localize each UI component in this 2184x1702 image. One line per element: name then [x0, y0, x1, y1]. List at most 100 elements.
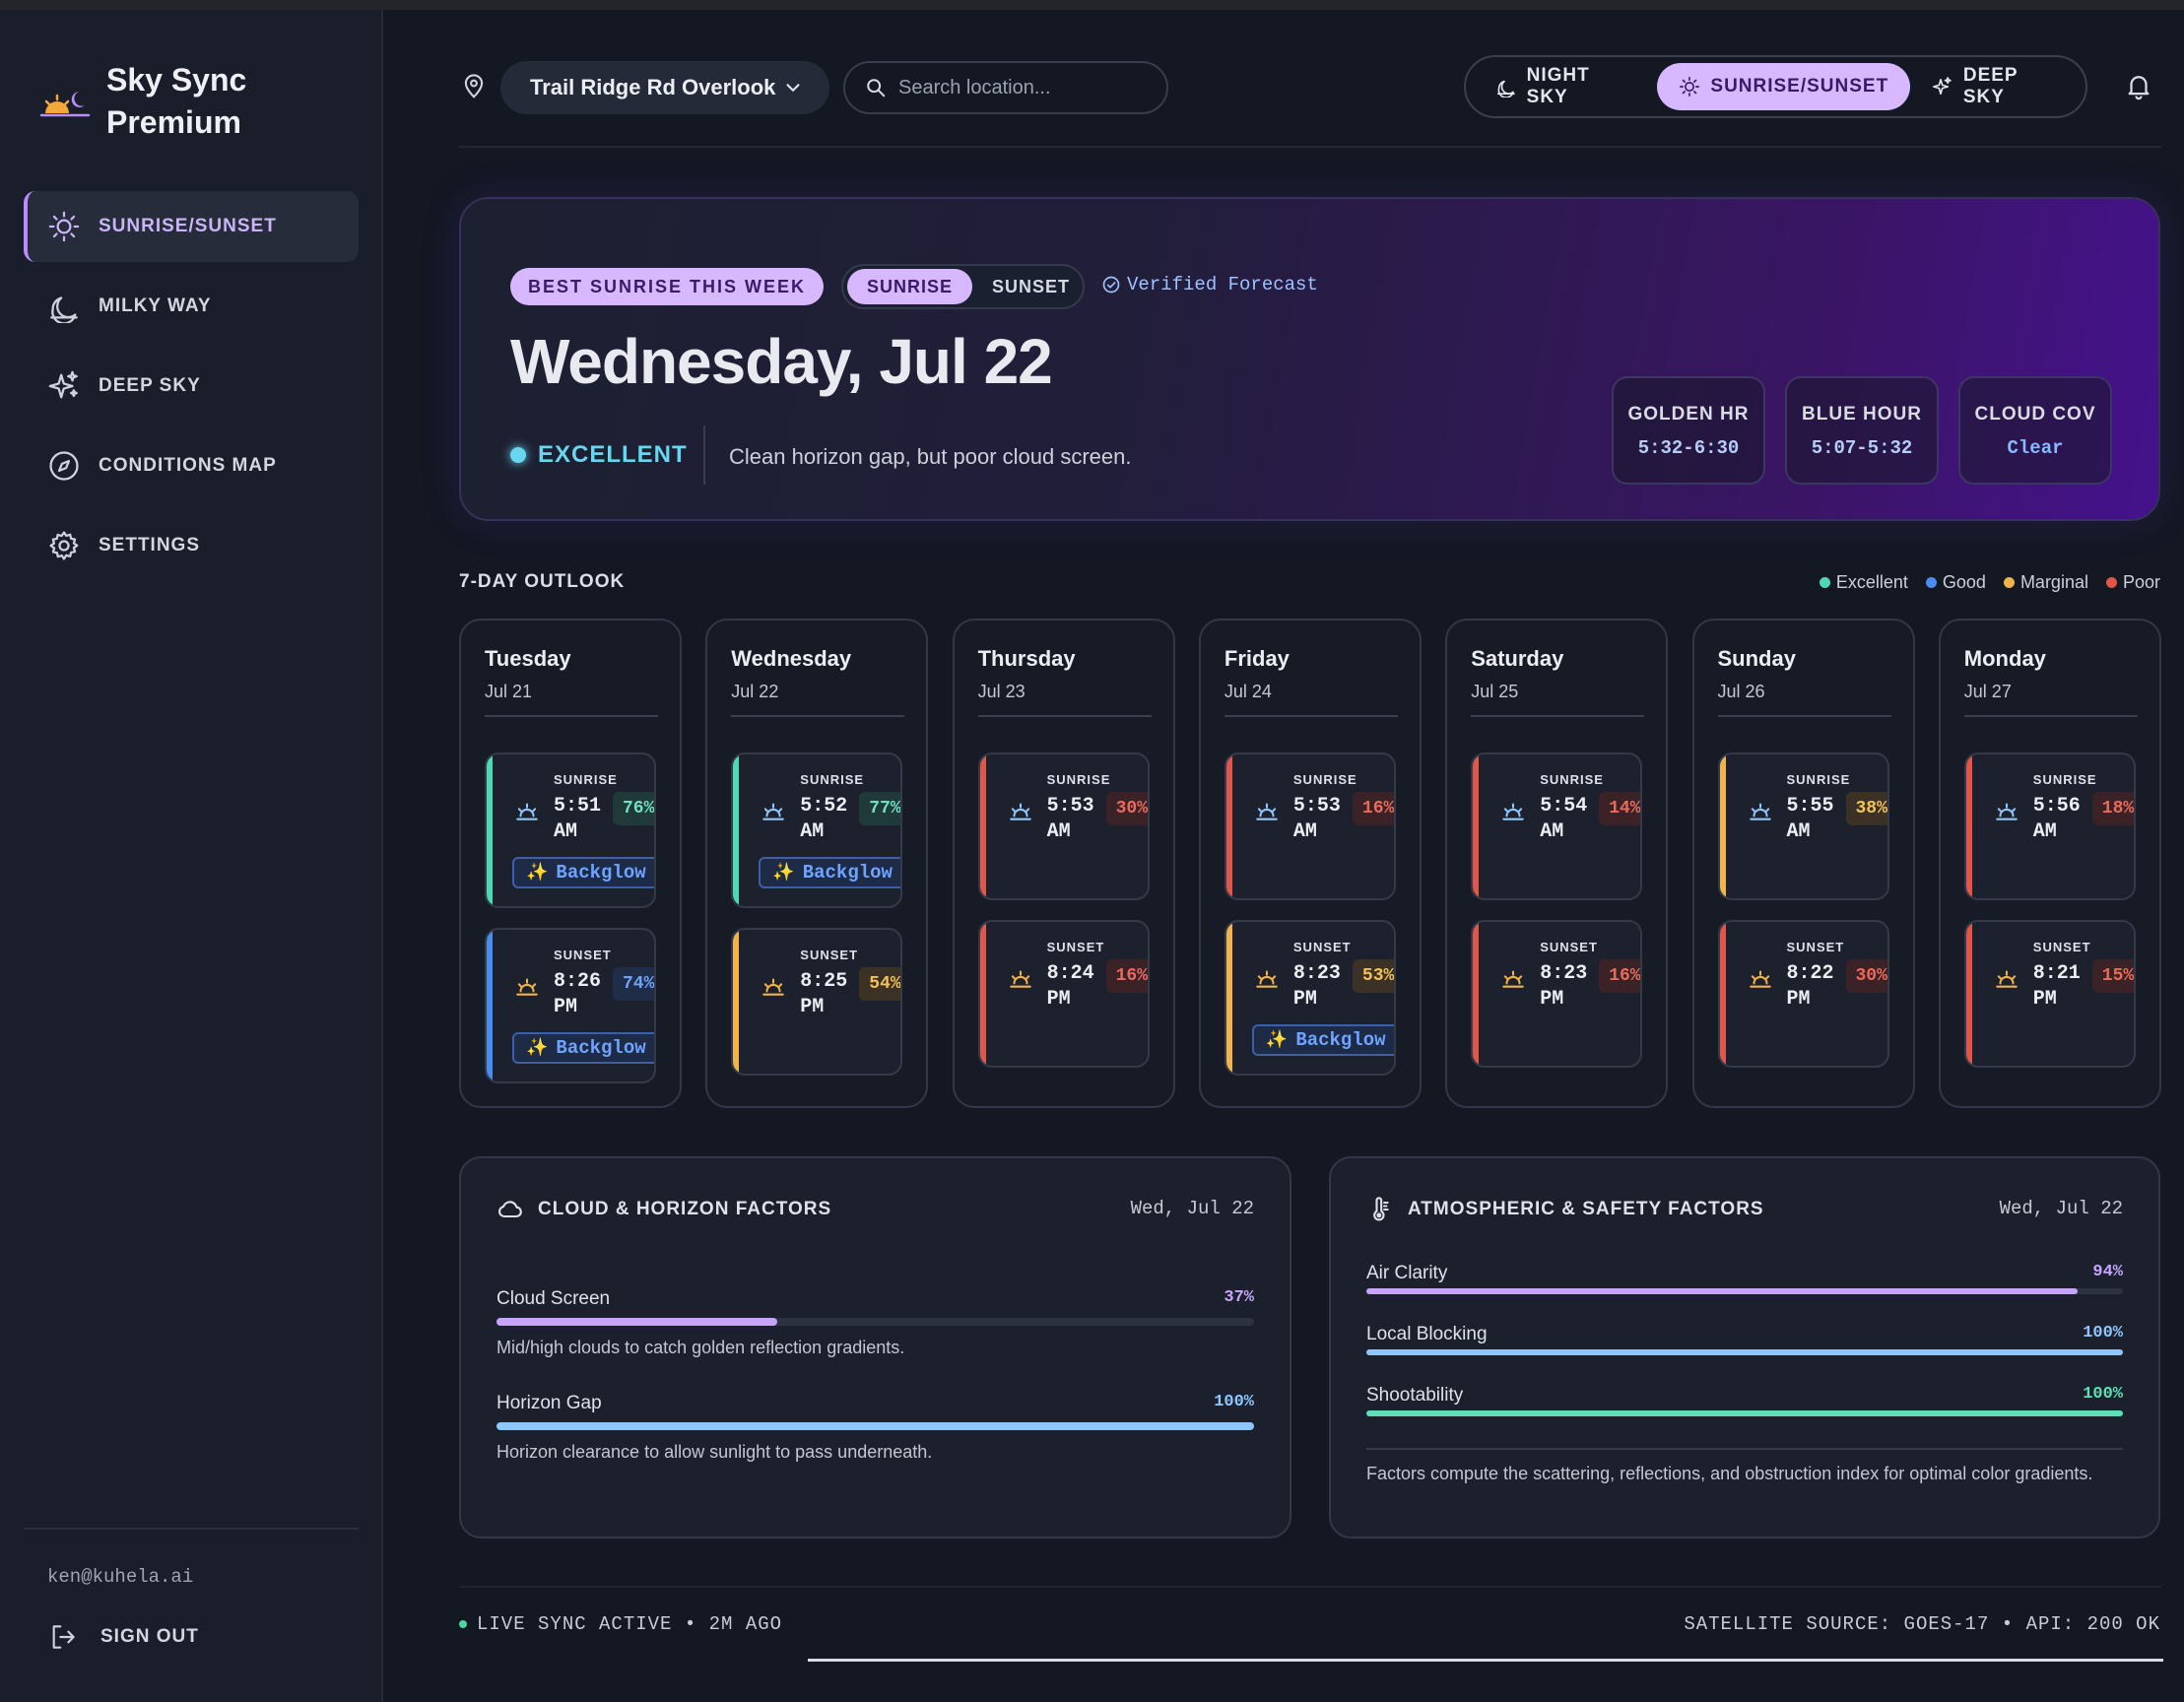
quality-percent: 76%: [613, 792, 654, 825]
mode-night-sky-button[interactable]: NIGHT SKY: [1474, 63, 1657, 110]
metric-fill: [496, 1318, 777, 1326]
day-card-monday[interactable]: Monday Jul 27 SUNRISE 5:56 AM 18% SUNSET 8:21 PM…: [1938, 619, 2161, 1108]
sunrise-event-card[interactable]: SUNRISE 5:55 AM 38%: [1717, 753, 1889, 900]
sunset-icon: [1748, 965, 1773, 991]
search-input[interactable]: [898, 76, 1135, 99]
event-type: SUNSET: [1786, 940, 1845, 954]
sunset-moon-logo-icon: [39, 92, 91, 117]
sign-out-label: SIGN OUT: [100, 1626, 199, 1647]
day-card-saturday[interactable]: Saturday Jul 25 SUNRISE 5:54 AM 14% SUNSET 8:23…: [1445, 619, 1669, 1108]
map-pin-icon: [464, 74, 484, 98]
toggle-sunset[interactable]: SUNSET: [992, 276, 1071, 296]
stat-golden-hour: GOLDEN HR 5:32-6:30: [1612, 376, 1765, 485]
best-sunrise-badge: BEST SUNRISE THIS WEEK: [510, 268, 825, 305]
day-name: Saturday: [1471, 646, 1564, 671]
event-type: SUNRISE: [2032, 772, 2097, 787]
event-time: 8:21 PM: [2032, 962, 2081, 1011]
sunset-event-card[interactable]: SUNSET 8:22 PM 30%: [1717, 920, 1889, 1068]
sidebar-item-label: DEEP SKY: [99, 375, 201, 396]
sidebar-item-milky-way[interactable]: MILKY WAY: [24, 271, 359, 342]
event-time: 8:22 PM: [1786, 962, 1834, 1011]
event-time: 5:55 AM: [1786, 795, 1834, 843]
stat-cloud-cover: CLOUD COV Clear: [1958, 376, 2112, 485]
day-date: Jul 23: [977, 682, 1026, 701]
sunrise-sunset-toggle: SUNRISE SUNSET: [841, 264, 1085, 309]
chevron-down-icon: [786, 84, 800, 92]
sunrise-event-card[interactable]: SUNRISE 5:52 AM 77% ✨ Backglow: [731, 753, 903, 908]
quality-percent: 18%: [2091, 792, 2134, 825]
day-name: Thursday: [977, 646, 1076, 671]
sunrise-event-card[interactable]: SUNRISE 5:53 AM 16%: [1224, 753, 1396, 900]
sunset-icon: [1254, 965, 1280, 991]
day-card-wednesday[interactable]: Wednesday Jul 22 SUNRISE 5:52 AM 77% ✨ Backglow…: [705, 619, 929, 1108]
event-type: SUNRISE: [1540, 772, 1604, 787]
sunset-event-card[interactable]: SUNSET 8:24 PM 16%: [977, 920, 1150, 1068]
event-type: SUNRISE: [1292, 772, 1357, 787]
sidebar: Sky Sync Premium SUNRISE/SUNSET MILKY WA…: [0, 10, 383, 1702]
backglow-badge: ✨ Backglow: [512, 857, 654, 888]
verified-forecast: Verified Forecast: [1101, 274, 1318, 295]
stat-blue-hour: BLUE HOUR 5:07-5:32: [1785, 376, 1939, 485]
event-time: 8:24 PM: [1046, 962, 1094, 1011]
window-top-strip: [0, 0, 2184, 10]
backglow-badge: ✨ Backglow: [1251, 1024, 1394, 1056]
sign-out-button[interactable]: SIGN OUT: [47, 1621, 199, 1653]
sunrise-icon: [514, 798, 540, 823]
outlook-days: Tuesday Jul 21 SUNRISE 5:51 AM 76% ✨ Backglow SU…: [459, 619, 2161, 1108]
day-card-thursday[interactable]: Thursday Jul 23 SUNRISE 5:53 AM 30% SUNSET 8:24…: [952, 619, 1175, 1108]
rating-dot-icon: [510, 447, 526, 463]
sidebar-item-sunrise-sunset[interactable]: SUNRISE/SUNSET: [24, 191, 359, 262]
event-time: 5:52 AM: [800, 795, 848, 843]
sunset-event-card[interactable]: SUNSET 8:23 PM 16%: [1471, 920, 1643, 1068]
sidebar-divider: [24, 1528, 359, 1530]
sparkles-icon: [1933, 77, 1952, 96]
day-card-sunday[interactable]: Sunday Jul 26 SUNRISE 5:55 AM 38% SUNSET 8:22 PM…: [1691, 619, 1915, 1108]
legend-item: Marginal: [2003, 572, 2088, 593]
metric-fill: [496, 1422, 1254, 1430]
sunset-event-card[interactable]: SUNSET 8:26 PM 74% ✨ Backglow: [485, 928, 656, 1083]
day-date: Jul 21: [485, 682, 533, 701]
metric-track: [1366, 1349, 2123, 1355]
sun-icon: [48, 211, 80, 242]
sunrise-event-card[interactable]: SUNRISE 5:53 AM 30%: [977, 753, 1150, 900]
sunset-event-card[interactable]: SUNSET 8:23 PM 53% ✨ Backglow: [1224, 920, 1396, 1076]
rating-divider: [703, 426, 705, 485]
day-name: Sunday: [1717, 646, 1796, 671]
legend-item: Good: [1925, 572, 1986, 593]
notification-bell-icon[interactable]: [2124, 71, 2153, 100]
metric-value: 37%: [1224, 1288, 1254, 1307]
sunrise-event-card[interactable]: SUNRISE 5:51 AM 76% ✨ Backglow: [485, 753, 656, 908]
metric-shootability: Shootability 100%: [1366, 1385, 2123, 1416]
mode-sunrise-sunset-button[interactable]: SUNRISE/SUNSET: [1657, 63, 1911, 110]
day-card-tuesday[interactable]: Tuesday Jul 21 SUNRISE 5:51 AM 76% ✨ Backglow SU…: [459, 619, 682, 1108]
check-badge-icon: [1102, 276, 1120, 294]
quality-percent: 30%: [1845, 959, 1887, 993]
event-type: SUNRISE: [554, 772, 618, 787]
day-card-friday[interactable]: Friday Jul 24 SUNRISE 5:53 AM 16% SUNSET 8:23 PM…: [1198, 619, 1422, 1108]
quality-bar: [487, 930, 493, 1081]
mode-deep-sky-button[interactable]: DEEP SKY: [1910, 63, 2085, 110]
metric-track: [1366, 1288, 2123, 1294]
location-select[interactable]: Trail Ridge Rd Overlook: [500, 61, 829, 114]
legend-dot-icon: [1925, 577, 1937, 588]
sunrise-event-card[interactable]: SUNRISE 5:56 AM 18%: [1963, 753, 2136, 900]
event-time: 5:51 AM: [554, 795, 602, 843]
sunrise-event-card[interactable]: SUNRISE 5:54 AM 14%: [1471, 753, 1643, 900]
search-icon: [867, 79, 886, 98]
sidebar-item-label: SUNRISE/SUNSET: [99, 216, 277, 236]
sunset-event-card[interactable]: SUNSET 8:25 PM 54%: [731, 928, 903, 1076]
footer-divider: [459, 1586, 2161, 1588]
event-time: 8:23 PM: [1540, 962, 1588, 1011]
sidebar-item-conditions-map[interactable]: CONDITIONS MAP: [24, 430, 359, 501]
satellite-source-status: SATELLITE SOURCE: GOES-17 • API: 200 OK: [1684, 1613, 2160, 1635]
quality-bar: [1965, 754, 1972, 898]
quality-bar: [1225, 754, 1232, 898]
location-select-value: Trail Ridge Rd Overlook: [530, 75, 776, 99]
sunset-event-card[interactable]: SUNSET 8:21 PM 15%: [1963, 920, 2136, 1068]
sidebar-item-settings[interactable]: SETTINGS: [24, 510, 359, 581]
sunrise-icon: [761, 798, 786, 823]
top-bar: Trail Ridge Rd Overlook NIGHT SKY SUNRIS…: [459, 55, 2163, 118]
sidebar-item-deep-sky[interactable]: DEEP SKY: [24, 351, 359, 422]
app-logo[interactable]: Sky Sync Premium: [39, 59, 246, 144]
toggle-sunrise[interactable]: SUNRISE: [847, 269, 973, 304]
